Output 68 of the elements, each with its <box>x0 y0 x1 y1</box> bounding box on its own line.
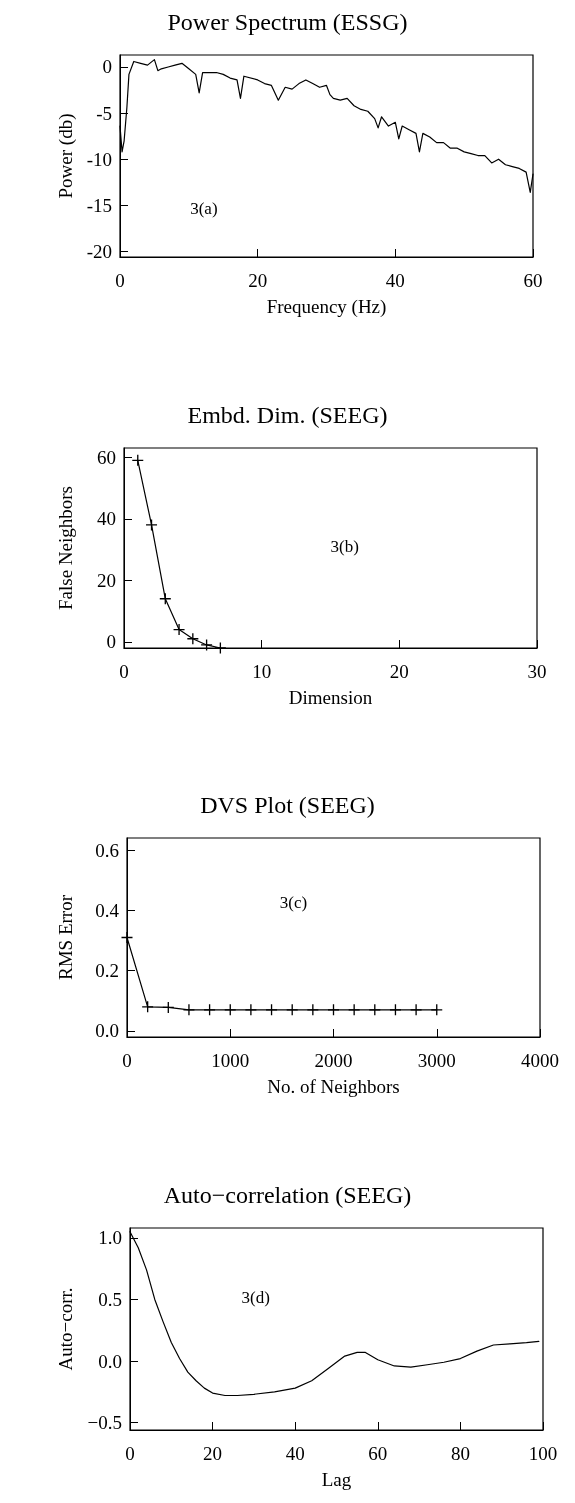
x-tick-label: 10 <box>252 661 272 682</box>
point <box>245 1004 257 1016</box>
x-axis-title: Lag <box>321 1469 352 1490</box>
annotation: 3(b) <box>330 537 359 556</box>
x-tick-label: 100 <box>528 1443 558 1464</box>
y-tick-label: 1.0 <box>98 1227 122 1249</box>
point <box>431 1004 443 1016</box>
x-tick-label: 30 <box>527 661 547 682</box>
point <box>389 1004 401 1016</box>
x-tick-label: 60 <box>523 270 543 291</box>
x-tick-label: 80 <box>450 1443 470 1464</box>
y-tick-label: -5 <box>96 102 112 124</box>
point <box>173 624 185 636</box>
y-tick-label: 20 <box>97 569 116 591</box>
y-tick-label: −0.5 <box>87 1412 122 1434</box>
point <box>328 1004 339 1016</box>
x-tick-label: 20 <box>389 661 409 682</box>
y-tick-label: -10 <box>86 148 112 170</box>
x-tick-label: 20 <box>203 1443 223 1464</box>
chart-title: DVS Plot (SEEG) <box>200 792 375 818</box>
point <box>214 642 226 654</box>
y-tick-label: 0.0 <box>98 1350 122 1372</box>
point <box>201 639 213 651</box>
point <box>224 1004 236 1016</box>
chart-title: Auto−correlation (SEEG) <box>163 1182 412 1208</box>
y-tick-label: -15 <box>86 194 112 216</box>
y-tick-label: 40 <box>97 508 116 530</box>
x-tick-label: 4000 <box>521 1050 559 1071</box>
y-tick-label: 0 <box>106 631 116 653</box>
y-axis-title: Power (db) <box>55 113 77 199</box>
annotation: 3(d) <box>241 1287 270 1307</box>
point <box>183 1004 195 1016</box>
y-axis-title: False Neighbors <box>55 485 76 611</box>
x-tick-label: 40 <box>385 270 405 291</box>
y-tick-label: -20 <box>86 240 112 262</box>
point <box>266 1004 278 1016</box>
x-tick-label: 0 <box>125 1443 135 1464</box>
x-tick-label: 1000 <box>211 1050 250 1071</box>
y-tick-label: 0 <box>102 56 112 78</box>
point <box>348 1004 360 1016</box>
point <box>410 1004 422 1016</box>
y-tick-label: 0.5 <box>98 1288 122 1310</box>
point <box>286 1004 298 1016</box>
point <box>142 1001 154 1013</box>
x-axis-title: Frequency (Hz) <box>266 296 387 318</box>
x-tick-label: 40 <box>285 1443 305 1464</box>
x-tick-label: 20 <box>248 270 268 291</box>
x-axis-title: Dimension <box>288 687 373 708</box>
annotation: 3(c) <box>279 892 308 912</box>
y-axis-title: Auto−corr. <box>55 1287 76 1371</box>
point <box>307 1004 319 1016</box>
point <box>146 519 158 531</box>
x-tick-label: 3000 <box>417 1050 456 1071</box>
point <box>204 1004 216 1016</box>
chart-title: Embd. Dim. (SEEG) <box>187 402 388 428</box>
x-tick-label: 2000 <box>314 1050 353 1071</box>
y-tick-label: 60 <box>97 446 116 468</box>
x-tick-label: 60 <box>368 1443 388 1464</box>
y-tick-label: 0.4 <box>95 899 120 921</box>
y-tick-label: 0.2 <box>95 960 119 982</box>
y-tick-label: 0.0 <box>95 1020 119 1042</box>
point <box>121 932 133 943</box>
annotation: 3(a) <box>190 199 218 219</box>
y-axis-title: RMS Error <box>55 894 76 980</box>
chart-title: Power Spectrum (ESSG) <box>167 9 408 35</box>
x-axis-title: No. of Neighbors <box>267 1076 400 1097</box>
y-tick-label: 0.6 <box>95 839 119 861</box>
point <box>369 1004 381 1016</box>
